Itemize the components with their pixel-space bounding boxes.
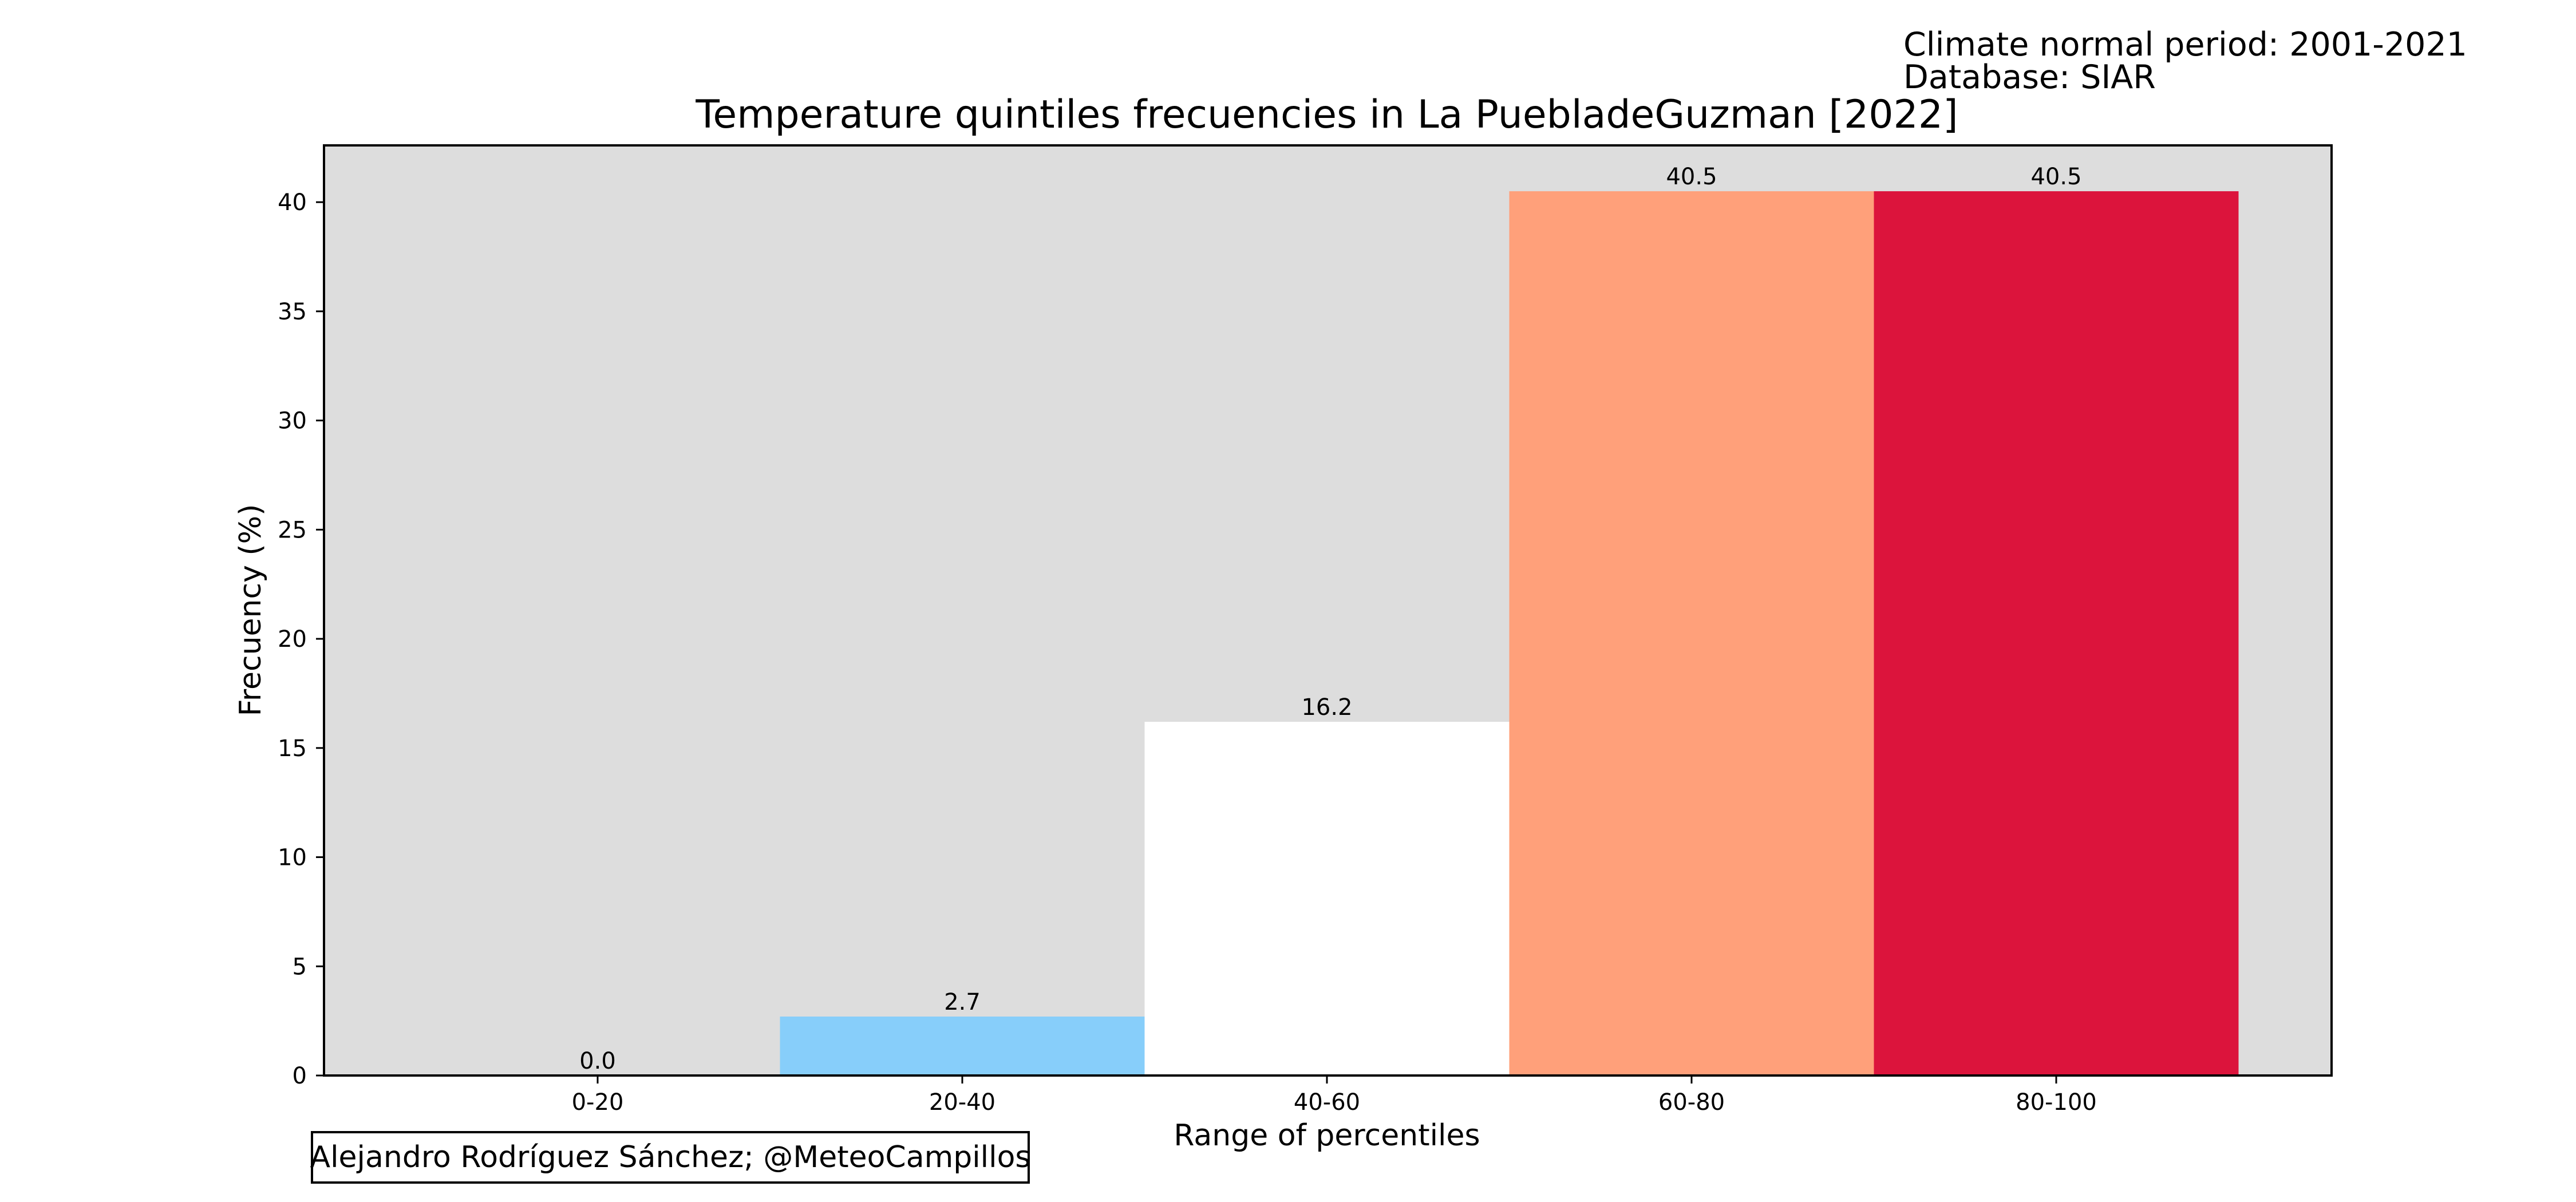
bar-20-40 xyxy=(780,1017,1145,1076)
x-tick-label: 20-40 xyxy=(929,1089,995,1116)
y-axis: 0 5 10 15 20 25 30 35 40 xyxy=(278,189,324,1089)
y-tick-label: 25 xyxy=(278,517,307,543)
bar-value-label: 0.0 xyxy=(579,1048,616,1074)
climate-period-text: Climate normal period: 2001-2021 xyxy=(1903,26,2467,64)
y-axis-label: Frecuency (%) xyxy=(234,504,268,717)
y-tick-label: 10 xyxy=(278,845,307,871)
bar-value-label: 40.5 xyxy=(2030,164,2081,190)
author-credit: Alejandro Rodríguez Sánchez; @MeteoCampi… xyxy=(310,1131,1030,1184)
database-text: Database: SIAR xyxy=(1903,58,2156,96)
x-tick-label: 0-20 xyxy=(572,1089,624,1116)
chart-title: Temperature quintiles frecuencies in La … xyxy=(695,92,1958,137)
bar-value-label: 16.2 xyxy=(1301,694,1352,721)
x-axis: 0-20 20-40 40-60 60-80 80-100 xyxy=(572,1076,2097,1116)
x-axis-label: Range of percentiles xyxy=(1174,1118,1480,1153)
bar-40-60 xyxy=(1144,722,1510,1076)
y-tick-label: 0 xyxy=(293,1063,307,1089)
bar-60-80 xyxy=(1509,191,1874,1076)
y-tick-label: 30 xyxy=(278,408,307,434)
bars-layer xyxy=(780,191,2239,1076)
bar-80-100 xyxy=(1874,191,2239,1076)
y-tick-label: 15 xyxy=(278,736,307,762)
x-tick-label: 60-80 xyxy=(1658,1089,1725,1116)
x-tick-label: 80-100 xyxy=(2016,1089,2097,1116)
y-tick-label: 20 xyxy=(278,626,307,653)
bar-value-label: 40.5 xyxy=(1666,164,1717,190)
bar-value-label: 2.7 xyxy=(944,989,981,1015)
y-tick-label: 40 xyxy=(278,189,307,216)
y-tick-label: 5 xyxy=(293,954,307,980)
value-labels-layer: 0.0 2.7 16.2 40.5 40.5 xyxy=(579,164,2081,1074)
x-tick-label: 40-60 xyxy=(1294,1089,1360,1116)
y-tick-label: 35 xyxy=(278,299,307,325)
